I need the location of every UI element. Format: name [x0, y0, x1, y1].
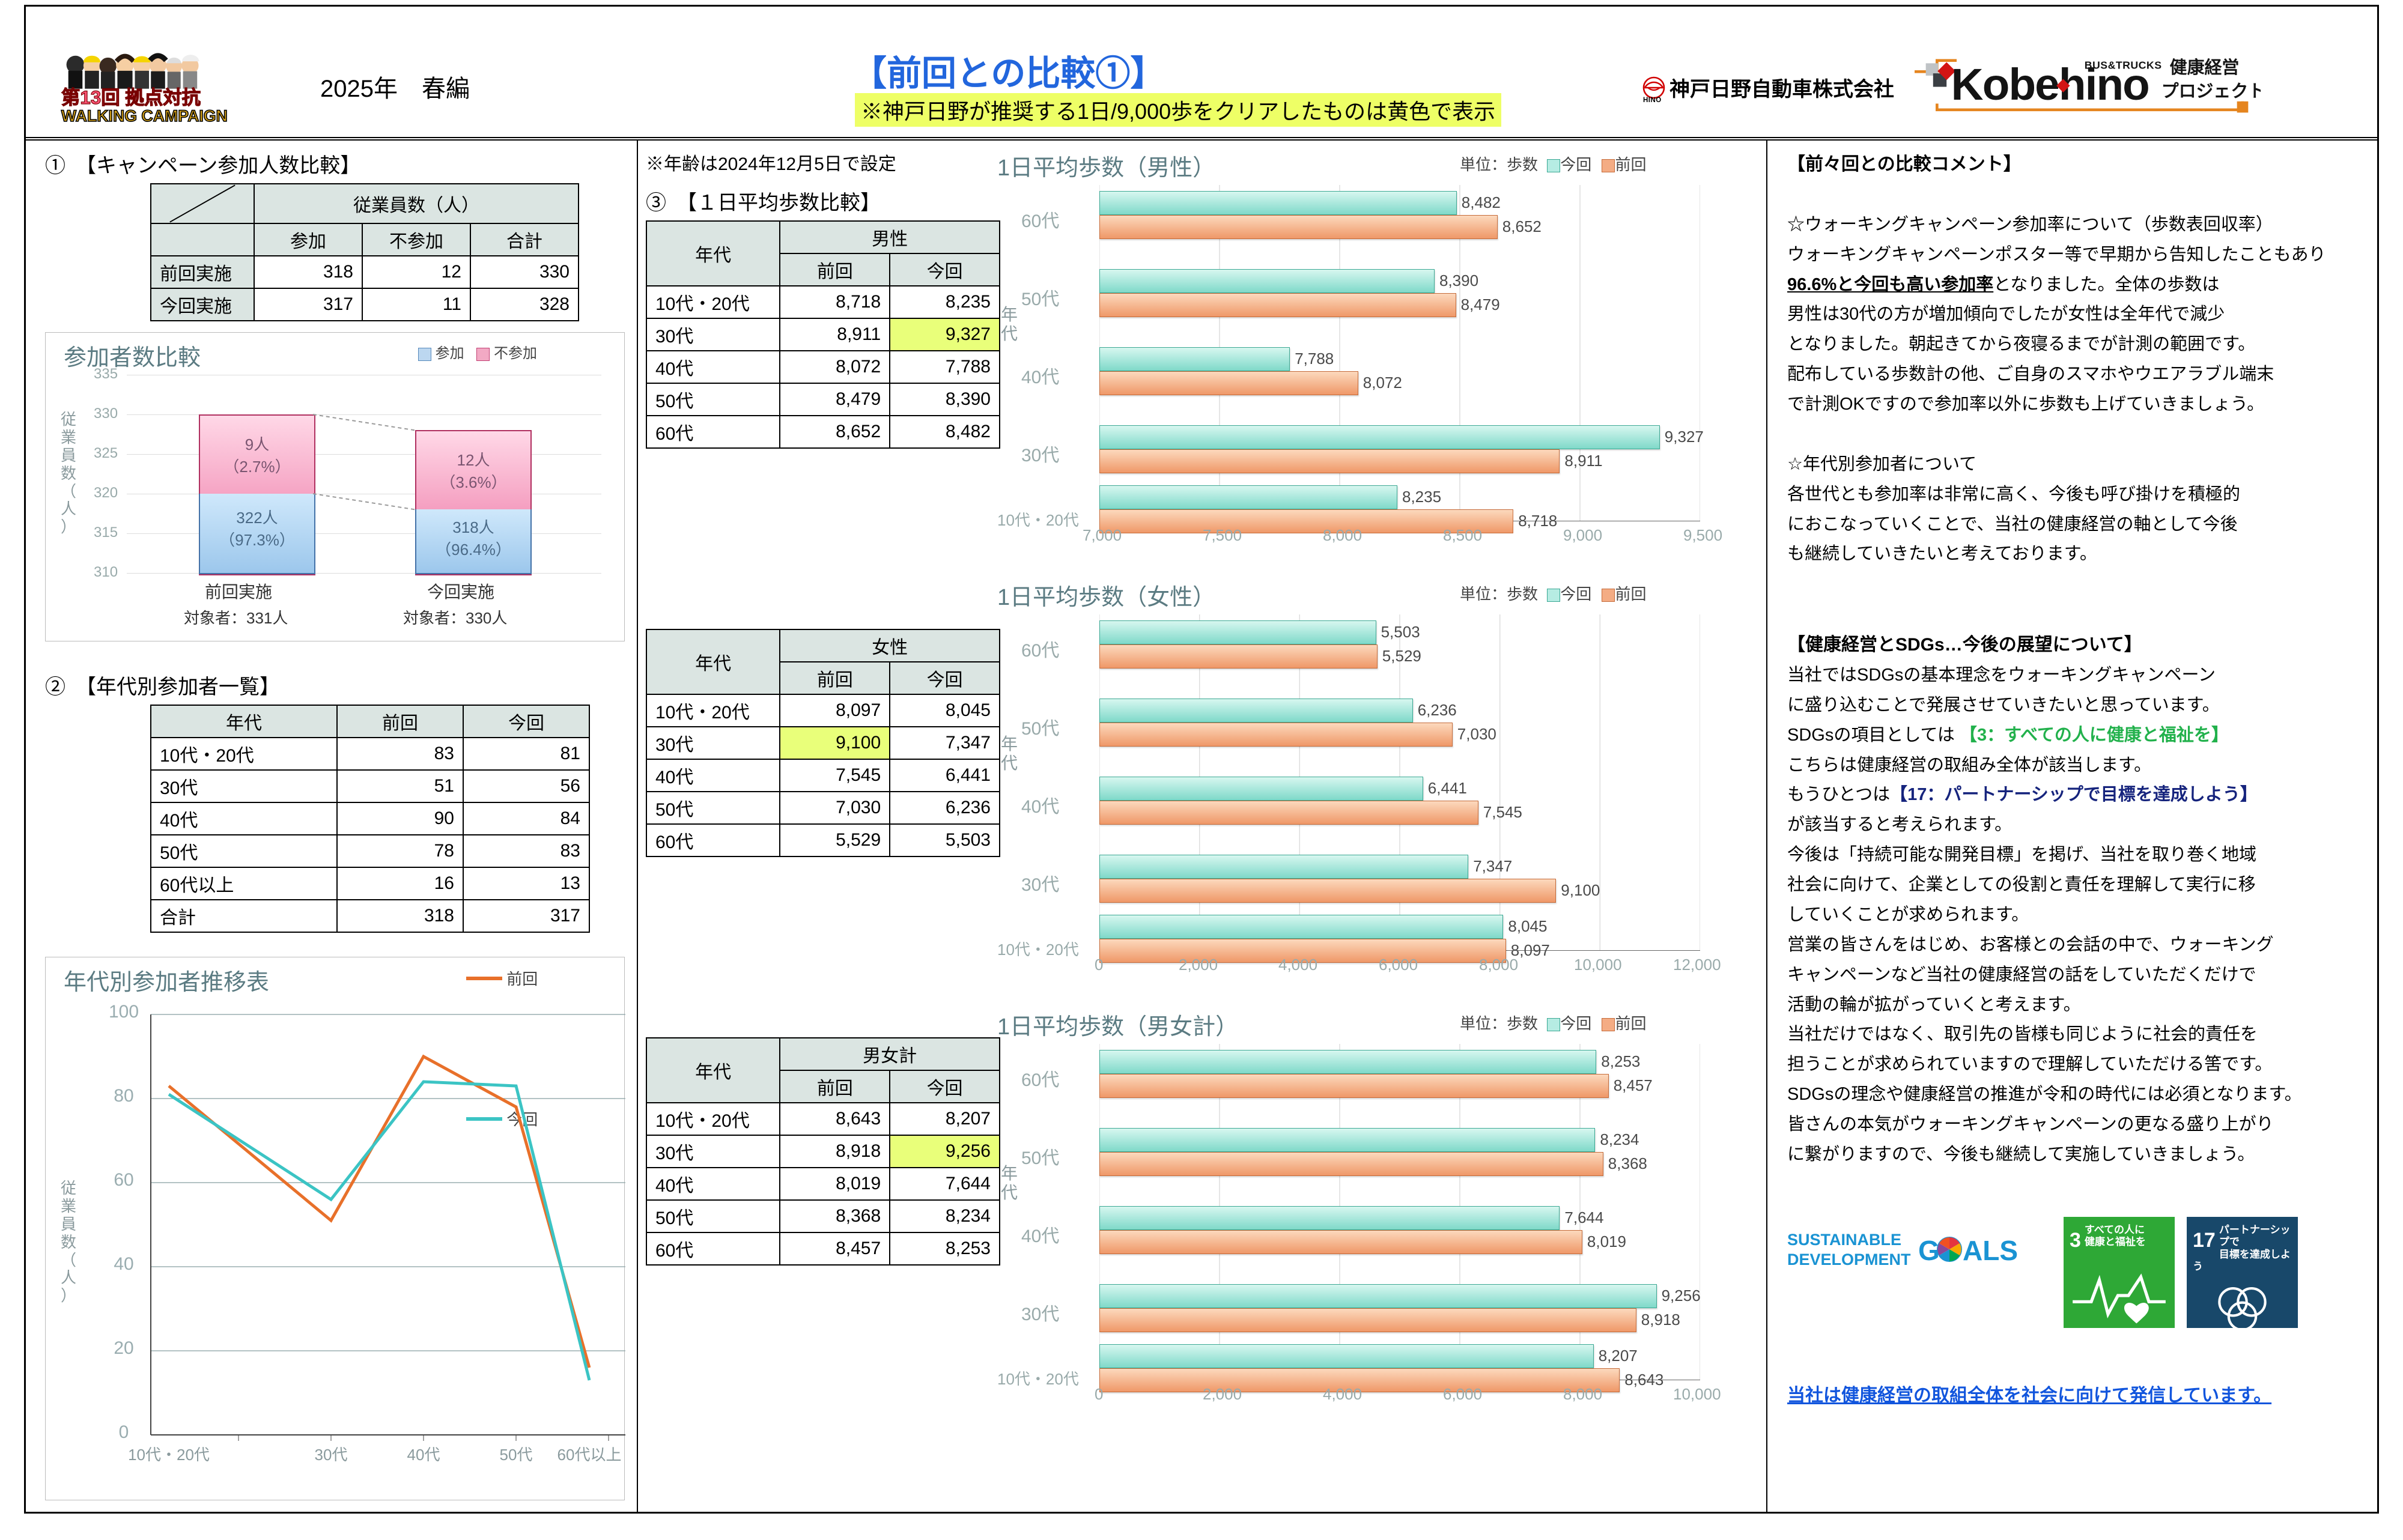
svg-text:ALS: ALS — [1963, 1235, 2018, 1266]
svg-text:60代以上: 60代以上 — [557, 1446, 622, 1464]
svg-text:30代: 30代 — [315, 1446, 348, 1464]
svg-text:60: 60 — [114, 1170, 133, 1190]
svg-text:HINO: HINO — [1643, 97, 1662, 104]
svg-text:健康経営: 健康経営 — [2170, 58, 2240, 77]
svg-text:神戸日野自動車株式会社: 神戸日野自動車株式会社 — [1669, 78, 1894, 101]
svg-text:SUSTAINABLE: SUSTAINABLE — [1787, 1231, 1901, 1249]
svg-text:100: 100 — [109, 1002, 139, 1022]
svg-text:40代: 40代 — [407, 1446, 440, 1464]
svg-text:WALKING CAMPAIGN: WALKING CAMPAIGN — [61, 107, 228, 124]
svg-text:DEVELOPMENT: DEVELOPMENT — [1787, 1250, 1911, 1269]
svg-text:第13回 拠点対抗: 第13回 拠点対抗 — [61, 86, 201, 108]
svg-text:G: G — [1918, 1235, 1940, 1266]
svg-text:50代: 50代 — [500, 1446, 533, 1464]
svg-text:40: 40 — [114, 1254, 133, 1274]
svg-text:プロジェクト: プロジェクト — [2161, 82, 2261, 101]
svg-text:0: 0 — [119, 1422, 129, 1442]
svg-text:20: 20 — [114, 1338, 133, 1358]
svg-text:BUS&TRUCKS: BUS&TRUCKS — [2085, 59, 2162, 71]
svg-text:80: 80 — [114, 1086, 133, 1106]
svg-text:10代・20代: 10代・20代 — [128, 1446, 210, 1464]
